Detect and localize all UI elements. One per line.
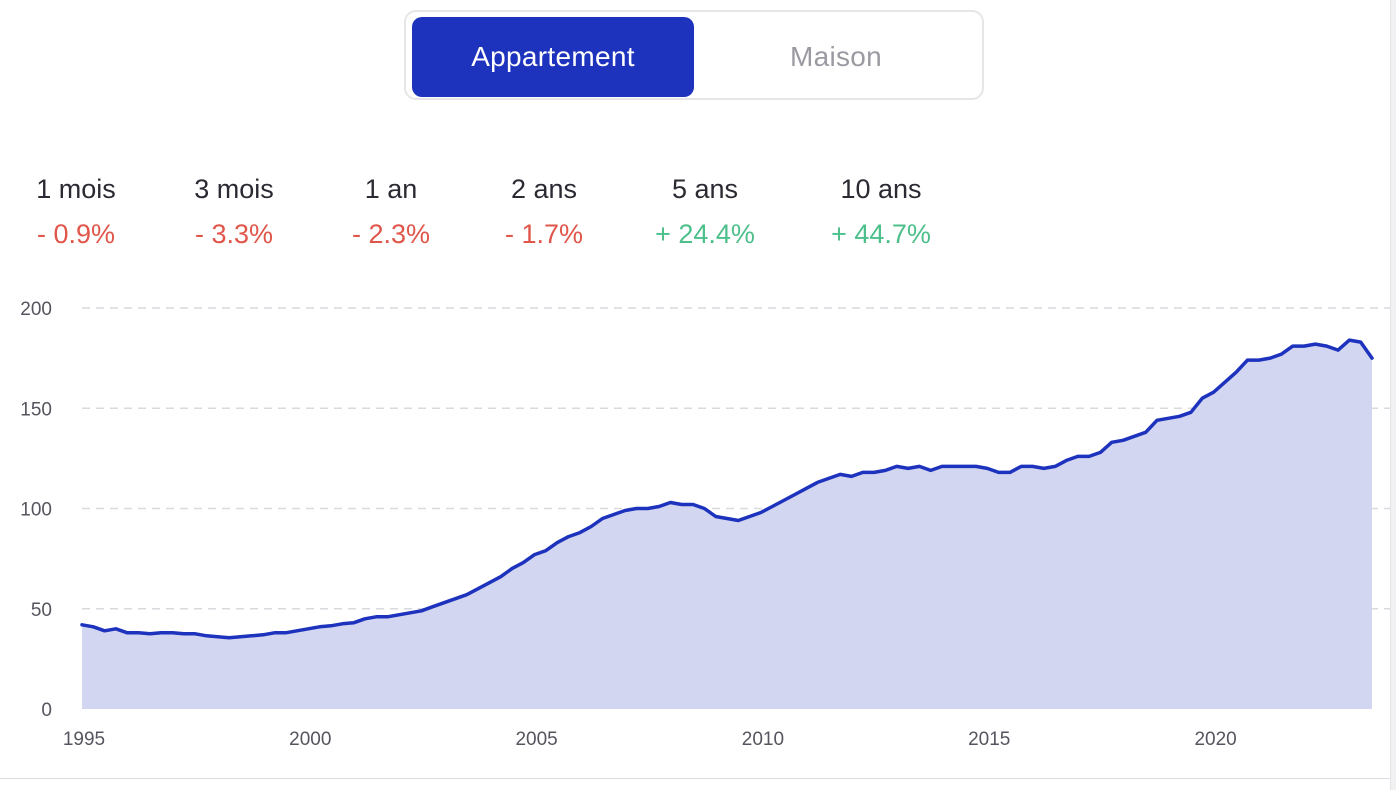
stat-value: - 0.9% [36, 219, 116, 249]
stat-2-ans: 2 ans - 1.7% [459, 170, 629, 254]
y-tick-label: 200 [20, 299, 52, 320]
bottom-divider [0, 778, 1390, 779]
stat-value: - 2.3% [351, 219, 431, 249]
x-tick-label: 2020 [1194, 729, 1236, 750]
price-index-chart: 0 50 100 150 200 1995 2000 2005 2010 2015 2020 [20, 299, 1390, 750]
x-tick-label: 2010 [742, 729, 784, 750]
y-tick-label: 50 [31, 600, 52, 621]
property-type-toggle: Appartement Maison [404, 10, 984, 100]
toggle-appartement-button[interactable]: Appartement [412, 17, 694, 97]
series-area [82, 340, 1372, 709]
x-tick-label: 1995 [63, 729, 105, 750]
x-tick-label: 2015 [968, 729, 1010, 750]
stat-3-mois: 3 mois - 3.3% [149, 170, 319, 254]
stat-value: - 1.7% [504, 219, 584, 249]
x-tick-label: 2000 [289, 729, 331, 750]
stat-1-mois: 1 mois - 0.9% [0, 170, 161, 254]
y-tick-label: 100 [20, 500, 52, 521]
stat-label: 1 mois [36, 174, 116, 204]
stat-label: 2 ans [510, 174, 578, 204]
series-line [80, 338, 1374, 640]
stat-label: 3 mois [194, 174, 274, 204]
stat-1-an: 1 an - 2.3% [306, 170, 476, 254]
stat-10-ans: 10 ans + 44.7% [796, 170, 966, 254]
y-tick-label: 0 [41, 700, 52, 721]
stat-value: + 24.4% [655, 219, 755, 249]
stat-label: 10 ans [840, 174, 922, 204]
y-tick-label: 150 [20, 399, 52, 420]
stat-label: 1 an [364, 174, 418, 204]
stat-5-ans: 5 ans + 24.4% [620, 170, 790, 254]
stat-value: + 44.7% [831, 219, 931, 249]
stat-label: 5 ans [671, 174, 739, 204]
stat-value: - 3.3% [194, 219, 274, 249]
scrollbar-track[interactable] [1390, 0, 1396, 790]
toggle-maison-button[interactable]: Maison [789, 41, 883, 72]
x-tick-label: 2005 [515, 729, 557, 750]
